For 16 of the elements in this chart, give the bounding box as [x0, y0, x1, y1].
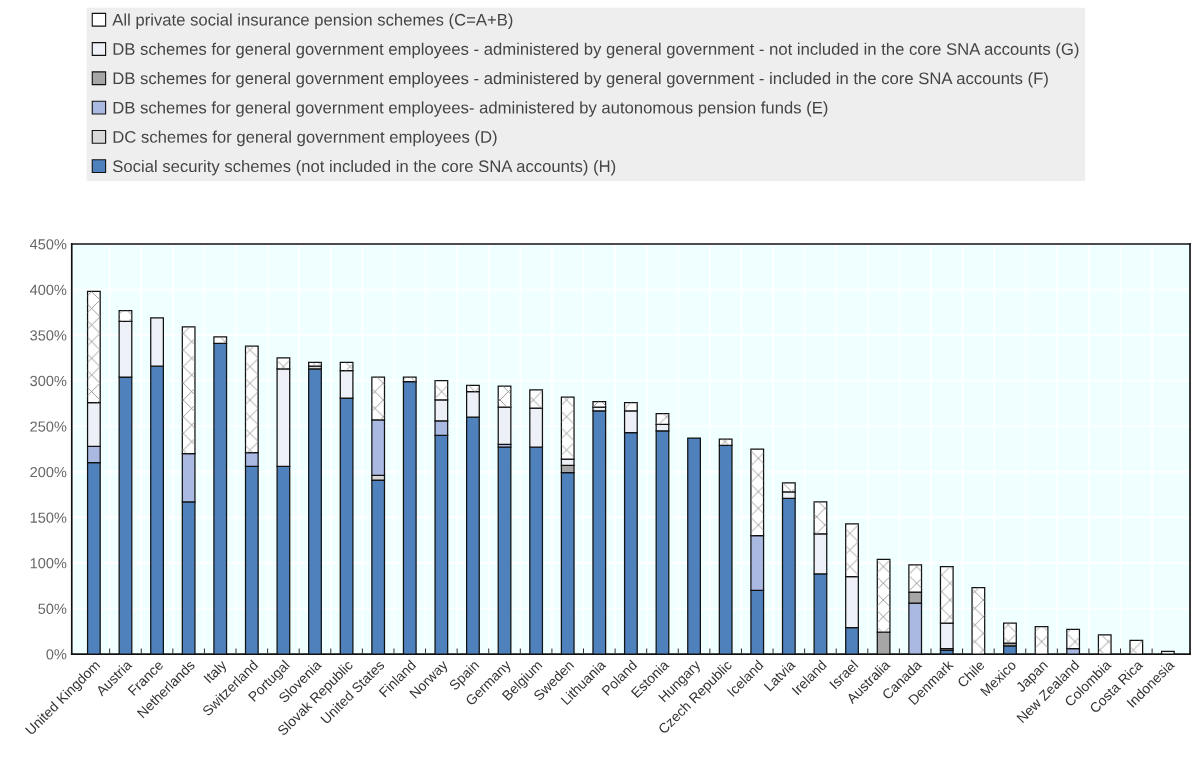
legend-label: All private social insurance pension schemes (C=A+B): [112, 13, 513, 29]
legend-label: Social security schemes (not included in the core SNA accounts) (H): [113, 159, 616, 176]
y-tick-label: 50%: [38, 603, 67, 614]
y-tick-label: 250%: [30, 421, 67, 432]
y-tick-label: 450%: [29, 239, 67, 250]
y-tick-label: 150%: [30, 512, 67, 523]
y-tick-label: 200%: [30, 466, 67, 478]
y-tick-label: 350%: [30, 330, 67, 341]
y-tick-label: 400%: [29, 284, 67, 296]
legend-label: DB schemes for general government employees- administered by autonomous pension funds (E): [113, 101, 828, 117]
y-tick-label: 100%: [30, 558, 67, 569]
legend-label: DC schemes for general government employees (D): [113, 130, 497, 147]
y-tick-label: 300%: [30, 375, 67, 387]
y-tick-label: 0%: [46, 649, 67, 660]
legend-label: DB schemes for general government employees - administered by general government - not included in the core SNA accounts (G): [113, 42, 1079, 59]
legend-label: DB schemes for general government employees - administered by general government - included in the core SNA accounts (F): [113, 72, 1048, 88]
